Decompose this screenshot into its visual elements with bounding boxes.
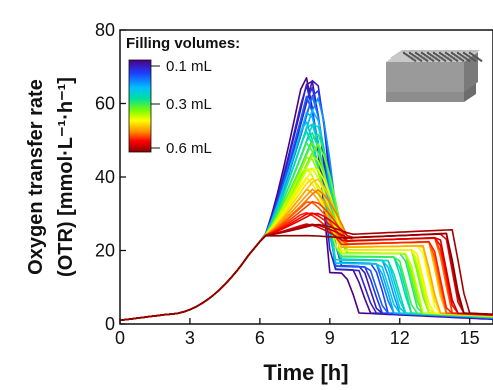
series-line-25 bbox=[120, 176, 493, 322]
y-tick-label-4: 80 bbox=[95, 20, 115, 40]
y-tick-label-1: 20 bbox=[95, 241, 115, 261]
series-line-39 bbox=[120, 232, 493, 322]
y-tick-label-2: 40 bbox=[95, 167, 115, 187]
plate-well bbox=[462, 59, 465, 62]
plate-well bbox=[474, 59, 477, 62]
legend-label-0: 0.1 mL bbox=[166, 58, 212, 75]
microtiter-plate-image bbox=[386, 50, 483, 102]
x-tick-label-2: 6 bbox=[255, 328, 265, 348]
plate-well bbox=[438, 59, 441, 62]
series-line-28 bbox=[120, 188, 493, 322]
plate-well bbox=[444, 59, 447, 62]
y-tick-label-0: 0 bbox=[105, 314, 115, 334]
series-line-17 bbox=[120, 142, 493, 322]
plate-well bbox=[480, 59, 483, 62]
plate-well bbox=[456, 59, 459, 62]
legend-label-1: 0.3 mL bbox=[166, 96, 212, 113]
plate-well bbox=[432, 59, 435, 62]
series-layer bbox=[120, 77, 493, 322]
legend: Filling volumes: 0.1 mL 0.3 mL 0.6 mL bbox=[126, 35, 240, 157]
x-tick-label-3: 9 bbox=[325, 328, 335, 348]
series-line-18 bbox=[120, 142, 493, 322]
plate-well bbox=[450, 59, 453, 62]
y-axis-title-line2: (OTR) [mmol·L⁻¹·h⁻¹] bbox=[55, 77, 77, 277]
x-tick-label-5: 15 bbox=[460, 328, 480, 348]
legend-label-2: 0.6 mL bbox=[166, 140, 212, 157]
well-grid bbox=[402, 51, 483, 62]
plate-well bbox=[414, 59, 417, 62]
plate-well bbox=[426, 59, 429, 62]
y-tick-label-3: 60 bbox=[95, 94, 115, 114]
legend-title: Filling volumes: bbox=[126, 35, 240, 52]
x-tick-label-1: 3 bbox=[185, 328, 195, 348]
plate-well bbox=[420, 59, 423, 62]
tick-layer: 0 3 6 9 12 15 0 20 40 60 80 bbox=[95, 20, 480, 348]
plate-well bbox=[468, 59, 471, 62]
x-tick-label-0: 0 bbox=[115, 328, 125, 348]
colorbar bbox=[128, 59, 152, 153]
x-axis-title: Time [h] bbox=[263, 360, 348, 385]
x-tick-label-4: 12 bbox=[390, 328, 410, 348]
y-axis-title-line1: Oxygen transfer rate bbox=[25, 79, 47, 275]
